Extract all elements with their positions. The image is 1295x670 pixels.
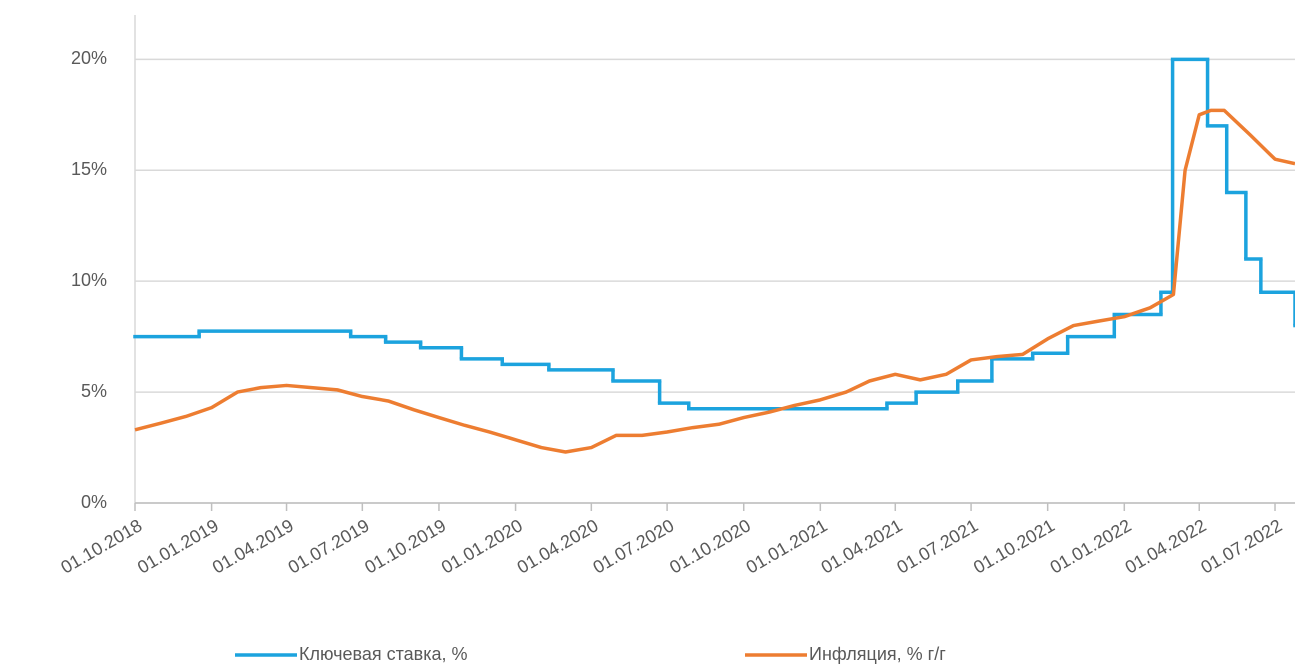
line [134, 108, 1295, 454]
x-tick-label: 01.01.2020 [438, 515, 526, 577]
x-tick-label: 01.04.2020 [514, 515, 602, 577]
x-tick-label: 01.10.2018 [57, 515, 145, 577]
legend-label: Ключевая ставка, % [299, 644, 468, 664]
x-tick-label: 01.07.2019 [285, 515, 373, 577]
x-tick-label: 01.01.2022 [1047, 515, 1135, 577]
x-tick-label: 01.04.2021 [818, 515, 906, 577]
x-tick-label: 01.04.2022 [1122, 515, 1210, 577]
y-tick-label: 5% [81, 381, 107, 401]
x-tick-label: 01.10.2020 [666, 515, 754, 577]
y-tick-label: 10% [71, 270, 107, 290]
x-tick-label: 01.10.2021 [970, 515, 1058, 577]
x-tick-label: 01.01.2019 [134, 515, 222, 577]
x-tick-label: 01.01.2021 [743, 515, 831, 577]
x-tick-label: 01.04.2019 [209, 515, 297, 577]
x-tick-label: 01.07.2021 [893, 515, 981, 577]
x-tick-label: 01.07.2020 [589, 515, 677, 577]
legend-label: Инфляция, % г/г [809, 644, 946, 664]
x-tick-label: 01.07.2022 [1197, 515, 1285, 577]
x-tick-label: 01.10.2019 [361, 515, 449, 577]
y-tick-label: 0% [81, 492, 107, 512]
y-tick-label: 15% [71, 159, 107, 179]
y-tick-label: 20% [71, 48, 107, 68]
